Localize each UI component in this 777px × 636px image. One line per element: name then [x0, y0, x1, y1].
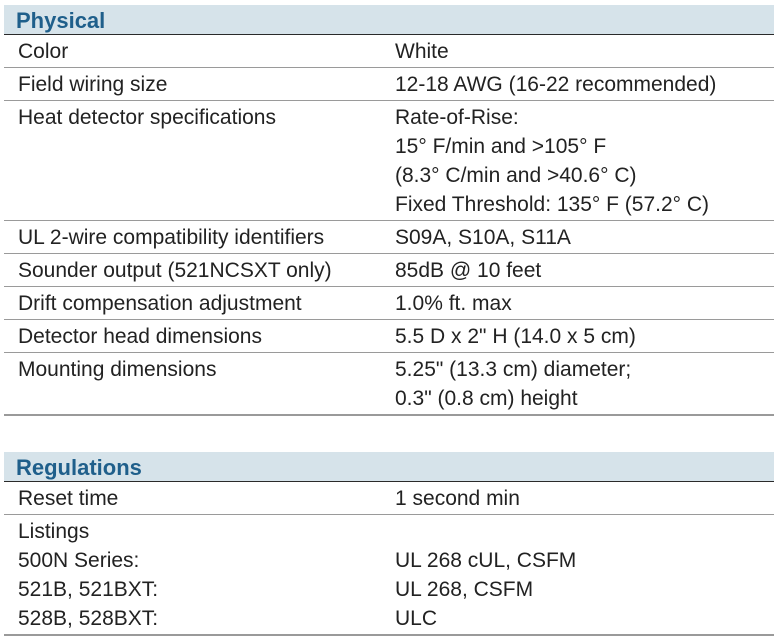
listing-standard: UL 268 cUL, CSFM [395, 549, 577, 572]
spec-value-line: 5.5 D x 2" H (14.0 x 5 cm) [395, 325, 636, 348]
spec-row-detector-head: Detector head dimensions 5.5 D x 2" H (1… [4, 320, 774, 353]
spec-value-line: 1 second min [395, 487, 520, 510]
physical-section-title: Physical [4, 5, 774, 35]
spec-value: 5.25" (13.3 cm) diameter; 0.3" (0.8 cm) … [383, 355, 774, 413]
listing-standard: UL 268, CSFM [395, 578, 534, 601]
spec-value: 5.5 D x 2" H (14.0 x 5 cm) [383, 322, 774, 351]
spec-value-line: 85dB @ 10 feet [395, 259, 542, 282]
listing-spacer [395, 517, 774, 546]
spec-value: S09A, S10A, S11A [383, 223, 774, 252]
listings-heading: Listings [18, 520, 90, 543]
spec-row-drift-compensation: Drift compensation adjustment 1.0% ft. m… [4, 287, 774, 320]
spec-value-line: White [395, 40, 449, 63]
section-spacer [4, 416, 774, 452]
spec-row-sounder-output: Sounder output (521NCSXT only) 85dB @ 10… [4, 254, 774, 287]
spec-value: Rate-of-Rise: 15° F/min and >105° F (8.3… [383, 103, 774, 219]
listing-model: 500N Series: [18, 549, 140, 572]
spec-value: 1.0% ft. max [383, 289, 774, 318]
spec-row-listings: Listings 500N Series: 521B, 521BXT: 528B… [4, 515, 774, 636]
spec-label: Sounder output (521NCSXT only) [18, 259, 332, 282]
spec-label: UL 2-wire compatibility identifiers [18, 226, 325, 249]
spec-label: Reset time [18, 487, 119, 510]
spec-label: Detector head dimensions [18, 325, 262, 348]
spec-value: 12-18 AWG (16-22 recommended) [383, 70, 774, 99]
spec-label: Drift compensation adjustment [18, 292, 302, 315]
spec-value-line: Rate-of-Rise: [395, 106, 519, 129]
listings-models: Listings 500N Series: 521B, 521BXT: 528B… [4, 517, 383, 633]
spec-row-color: Color White [4, 35, 774, 68]
spec-row-mounting-dimensions: Mounting dimensions 5.25" (13.3 cm) diam… [4, 353, 774, 416]
spec-value-line: 0.3" (0.8 cm) height [395, 387, 578, 410]
spec-value-line: (8.3° C/min and >40.6° C) [395, 164, 637, 187]
spec-value-line: 5.25" (13.3 cm) diameter; [395, 358, 632, 381]
spec-value: 1 second min [383, 484, 774, 513]
listing-standard: ULC [395, 607, 438, 630]
spec-sheet: Physical Color White Field wiring size 1… [4, 5, 774, 636]
regulations-section-title: Regulations [4, 452, 774, 482]
listing-model: 521B, 521BXT: [18, 578, 159, 601]
spec-row-ul-compatibility: UL 2-wire compatibility identifiers S09A… [4, 221, 774, 254]
spec-label: Mounting dimensions [18, 358, 217, 381]
listing-model: 528B, 528BXT: [18, 607, 159, 630]
spec-row-heat-detector: Heat detector specifications Rate-of-Ris… [4, 101, 774, 221]
spec-label: Field wiring size [18, 73, 168, 96]
spec-row-reset-time: Reset time 1 second min [4, 482, 774, 515]
spec-value-line: S09A, S10A, S11A [395, 226, 571, 249]
spec-label: Color [18, 40, 69, 63]
listings-standards: UL 268 cUL, CSFM UL 268, CSFM ULC [383, 517, 774, 633]
spec-value-line: Fixed Threshold: 135° F (57.2° C) [395, 193, 710, 216]
spec-value: 85dB @ 10 feet [383, 256, 774, 285]
spec-row-field-wiring-size: Field wiring size 12-18 AWG (16-22 recom… [4, 68, 774, 101]
spec-value: White [383, 37, 774, 66]
spec-value-line: 12-18 AWG (16-22 recommended) [395, 73, 717, 96]
spec-value-line: 1.0% ft. max [395, 292, 512, 315]
spec-value-line: 15° F/min and >105° F [395, 135, 607, 158]
spec-label: Heat detector specifications [18, 106, 276, 129]
